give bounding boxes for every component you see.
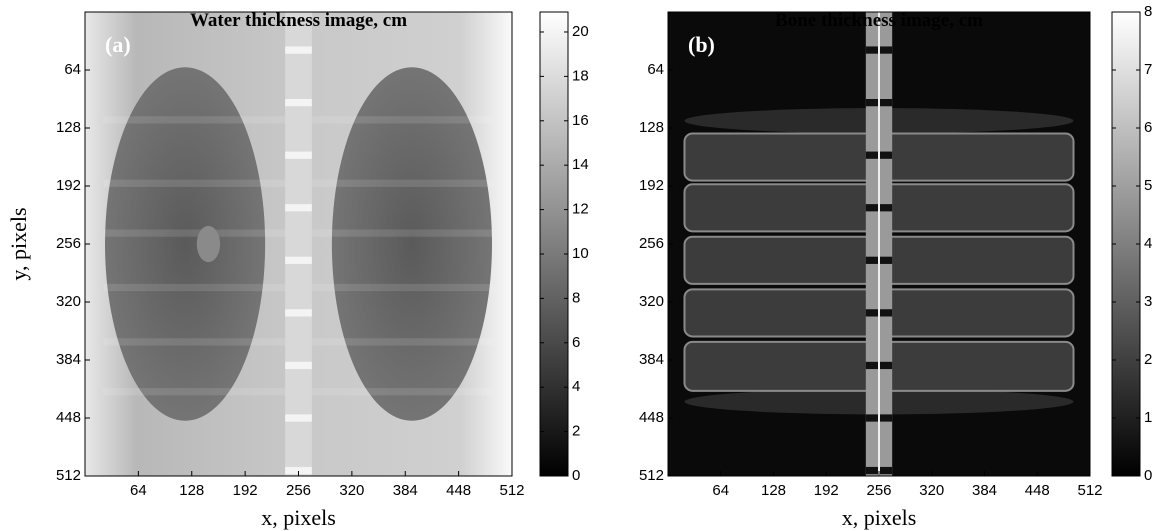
strip-gap xyxy=(285,99,312,107)
y-tick-label: 128 xyxy=(56,119,81,136)
colorbar-tick-label: 16 xyxy=(572,112,589,129)
chart-title: Bone thickness image, cm xyxy=(775,10,983,31)
x-tick-label: 128 xyxy=(179,482,204,499)
x-tick-label: 384 xyxy=(393,482,418,499)
y-tick-label: 320 xyxy=(639,293,664,310)
colorbar-tick-label: 20 xyxy=(572,23,589,40)
x-axis-label: x, pixels xyxy=(842,505,917,530)
y-tick-label: 384 xyxy=(639,351,664,368)
vertical-strip xyxy=(285,12,312,476)
colorbar-tick-label: 10 xyxy=(572,245,589,262)
colorbar-tick-label: 7 xyxy=(1144,61,1152,78)
colorbar xyxy=(1111,11,1141,477)
x-tick-label: 128 xyxy=(761,482,786,499)
y-tick-label: 448 xyxy=(639,409,664,426)
x-tick-label: 64 xyxy=(130,482,147,499)
colorbar-tick-label: 6 xyxy=(1144,119,1152,136)
x-tick-label: 384 xyxy=(972,482,997,499)
colorbar-tick-label: 12 xyxy=(572,201,589,218)
x-tick-label: 64 xyxy=(712,482,729,499)
colorbar-tick-label: 0 xyxy=(572,467,580,484)
y-tick-label: 256 xyxy=(56,235,81,252)
x-tick-label: 192 xyxy=(233,482,258,499)
x-tick-label: 320 xyxy=(919,482,944,499)
colorbar-tick-label: 5 xyxy=(1144,177,1152,194)
phantom-ellipse xyxy=(105,67,266,421)
y-tick-label: 320 xyxy=(56,293,81,310)
colorbar-tick-label: 8 xyxy=(1144,3,1152,20)
colorbar xyxy=(539,11,569,477)
x-tick-label: 448 xyxy=(1025,482,1050,499)
y-tick-label: 512 xyxy=(56,467,81,484)
x-tick-label: 192 xyxy=(814,482,839,499)
colorbar-tick-label: 3 xyxy=(1144,293,1152,310)
y-tick-label: 192 xyxy=(56,177,81,194)
colorbar-tick-label: 4 xyxy=(1144,235,1152,252)
x-tick-label: 320 xyxy=(339,482,364,499)
panel-label: (a) xyxy=(105,32,131,57)
colorbar-tick-label: 4 xyxy=(572,378,580,395)
y-tick-label: 256 xyxy=(639,235,664,252)
y-tick-label: 448 xyxy=(56,409,81,426)
strip-gap xyxy=(285,46,312,54)
y-tick-label: 128 xyxy=(639,119,664,136)
x-tick-label: 256 xyxy=(866,482,891,499)
colorbar-tick-label: 18 xyxy=(572,67,589,84)
colorbar-tick-label: 6 xyxy=(572,334,580,351)
panel: Water thickness image, cm (a) x, pixels y, … xyxy=(6,10,589,530)
y-tick-label: 192 xyxy=(639,177,664,194)
strip-gap xyxy=(285,151,312,159)
colorbar-tick-label: 2 xyxy=(1144,351,1152,368)
y-axis-label: y, pixels xyxy=(6,207,31,280)
colorbar-tick-label: 14 xyxy=(572,156,589,173)
colorbar-tick-label: 1 xyxy=(1144,409,1152,426)
small-insert xyxy=(196,225,221,263)
phantom-ellipse xyxy=(331,67,492,421)
strip-gap xyxy=(285,256,312,264)
y-tick-label: 64 xyxy=(647,61,664,78)
x-tick-label: 512 xyxy=(499,482,524,499)
x-tick-label: 512 xyxy=(1077,482,1102,499)
x-axis-label: x, pixels xyxy=(261,505,336,530)
colorbar-tick-label: 2 xyxy=(572,423,580,440)
chart-title: Water thickness image, cm xyxy=(190,10,407,31)
panel-label: (b) xyxy=(688,32,715,57)
strip-gap xyxy=(285,204,312,212)
x-tick-label: 448 xyxy=(446,482,471,499)
y-tick-label: 512 xyxy=(639,467,664,484)
colorbar-tick-label: 0 xyxy=(1144,467,1152,484)
y-tick-label: 384 xyxy=(56,351,81,368)
x-tick-label: 256 xyxy=(286,482,311,499)
strip-gap xyxy=(285,309,312,317)
colorbar-tick-label: 8 xyxy=(572,289,580,306)
strip-gap xyxy=(285,361,312,370)
strip-gap xyxy=(285,414,312,422)
strip-gap xyxy=(285,466,312,475)
y-tick-label: 64 xyxy=(64,61,81,78)
